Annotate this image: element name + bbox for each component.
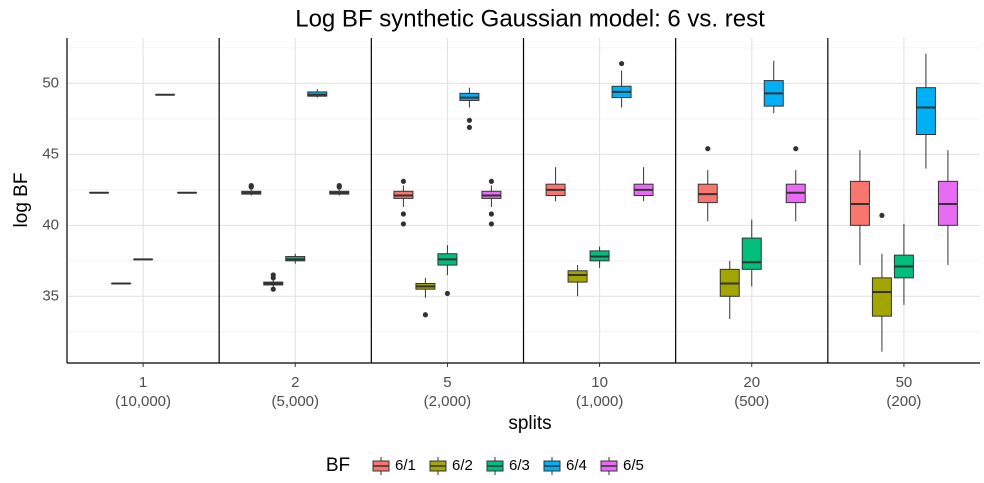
legend-label: 6/4 [566, 457, 587, 474]
outlier [488, 178, 495, 184]
y-axis-label: log BF [11, 173, 32, 228]
outlier [422, 312, 429, 318]
x-tick-label: 2 [291, 374, 299, 391]
outlier [336, 184, 342, 190]
x-tick-sublabel: (1,000) [576, 393, 624, 410]
x-tick-label: 1 [139, 374, 147, 391]
y-tick-label: 50 [42, 74, 59, 91]
legend-label: 6/3 [509, 457, 530, 474]
outlier [466, 117, 473, 123]
box [567, 270, 588, 283]
x-tick-sublabel: (500) [734, 393, 769, 410]
legend-label: 6/2 [452, 457, 473, 474]
outlier [488, 211, 495, 217]
chart-title: Log BF synthetic Gaussian model: 6 vs. r… [295, 5, 765, 32]
outlier [618, 60, 625, 67]
outlier [488, 221, 495, 227]
legend-label: 6/1 [395, 457, 416, 474]
outlier [705, 146, 711, 152]
x-tick-sublabel: (10,000) [115, 393, 171, 410]
x-tick-label: 20 [743, 374, 760, 391]
outlier [270, 272, 276, 278]
outlier [466, 124, 473, 131]
x-tick-sublabel: (2,000) [424, 393, 472, 410]
x-tick-sublabel: (5,000) [271, 393, 319, 410]
outlier [793, 146, 799, 152]
box [915, 87, 936, 136]
outlier [400, 221, 407, 227]
x-tick-sublabel: (200) [886, 393, 921, 410]
y-tick-label: 40 [42, 216, 59, 233]
outlier [444, 290, 451, 297]
legend-title: BF [326, 455, 350, 476]
x-tick-label: 5 [443, 374, 451, 391]
y-tick-label: 35 [42, 287, 59, 304]
x-tick-label: 10 [591, 374, 608, 391]
outlier [270, 286, 276, 292]
x-tick-label: 50 [896, 374, 913, 391]
outlier [400, 211, 407, 217]
box [741, 237, 762, 270]
x-axis-label: splits [508, 413, 551, 434]
outlier [879, 212, 885, 219]
y-tick-label: 45 [42, 145, 59, 162]
outlier [248, 184, 254, 190]
box [871, 277, 892, 317]
legend-label: 6/5 [623, 457, 644, 474]
outlier [400, 178, 407, 184]
